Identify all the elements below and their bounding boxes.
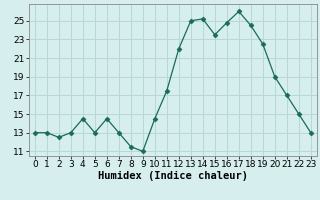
X-axis label: Humidex (Indice chaleur): Humidex (Indice chaleur) (98, 171, 248, 181)
